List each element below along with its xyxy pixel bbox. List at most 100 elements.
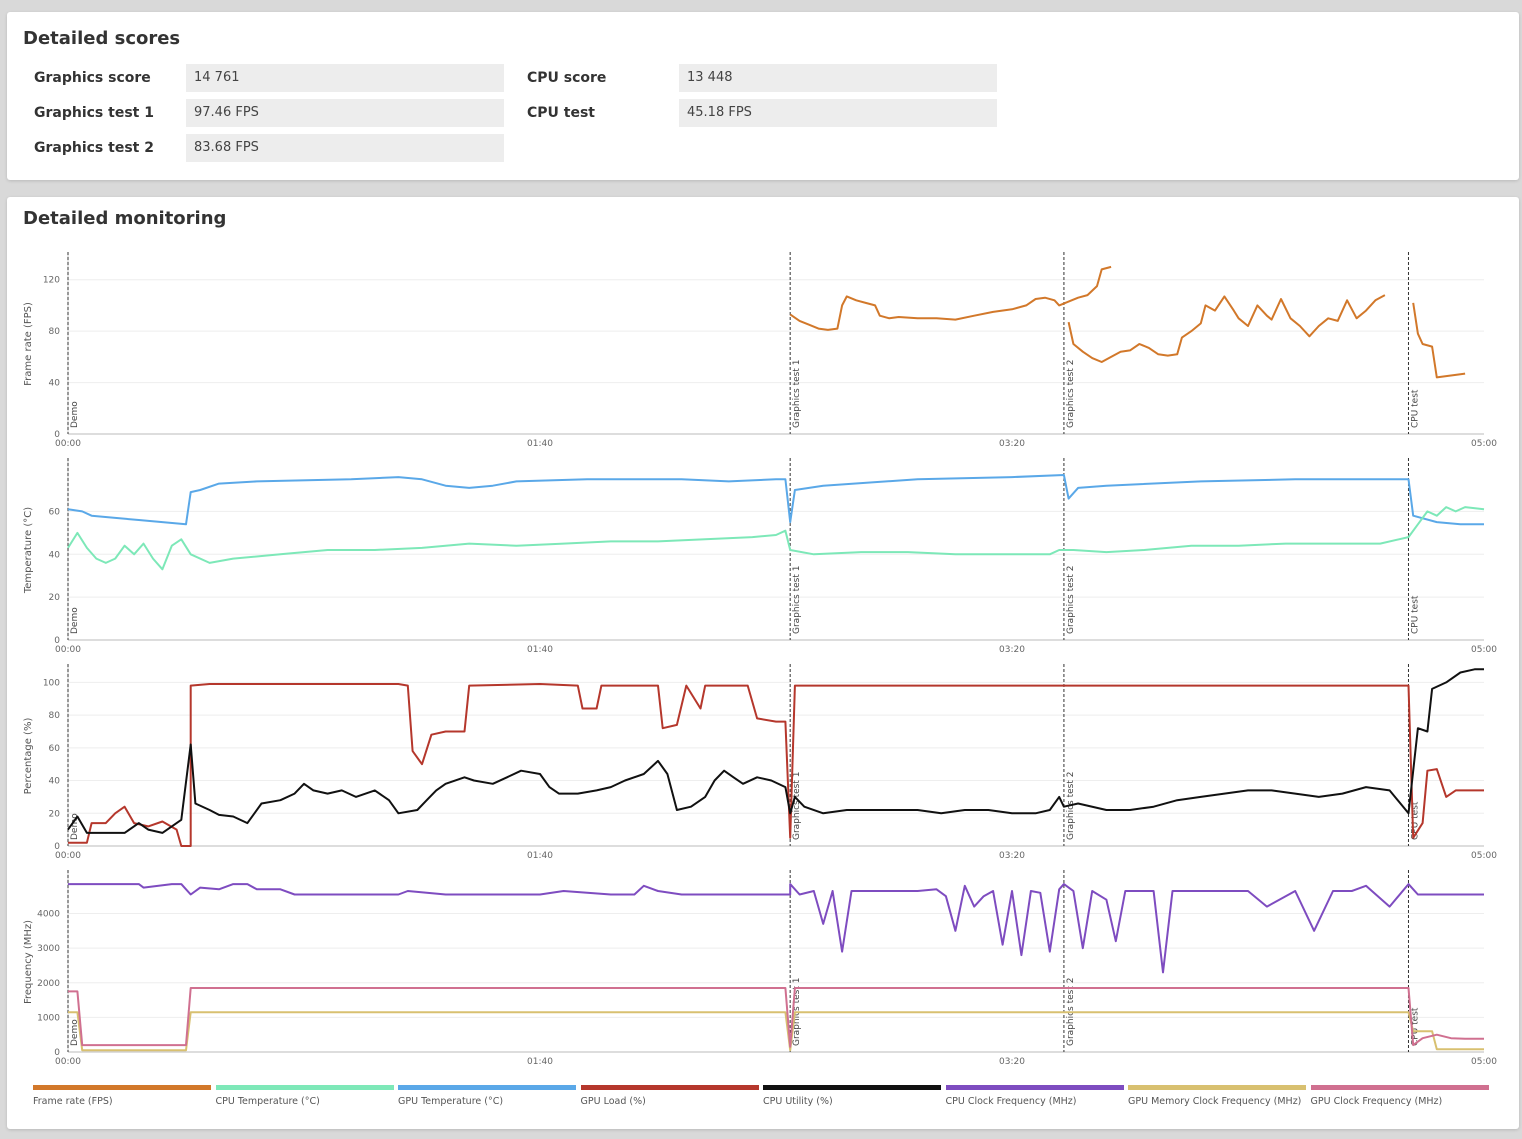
section-marker-label: Demo (70, 607, 80, 634)
legend-swatch (580, 1085, 759, 1090)
legend-label: GPU Memory Clock Frequency (MHz) (1128, 1096, 1302, 1107)
x-tick-label: 00:00 (55, 851, 81, 861)
graphics-score-value: 14 761 (186, 64, 504, 92)
y-tick-label: 80 (49, 327, 61, 337)
y-tick-label: 60 (49, 507, 61, 517)
percentage-chart: 0 20 40 60 80 100 Percentage (%) 00:00 01:40 03:2… (23, 664, 1497, 861)
x-tick-label: 05:00 (1471, 645, 1497, 655)
legend-label: GPU Clock Frequency (MHz) (1310, 1096, 1443, 1107)
legend-swatch (1310, 1085, 1489, 1090)
y-tick-label: 3000 (37, 944, 60, 954)
series-line (68, 987, 1484, 1048)
section-marker-label: Demo (70, 1019, 80, 1046)
detailed-scores-panel: Detailed scores Graphics score 14 761 Gr… (7, 12, 1519, 180)
y-tick-label: 0 (54, 842, 60, 852)
series-line (67, 668, 1484, 834)
legend-label: CPU Temperature (°C) (215, 1096, 320, 1107)
cpu-test-value: 45.18 FPS (679, 99, 997, 127)
section-marker-label: Graphics test 1 (792, 772, 802, 840)
series-line (67, 506, 1485, 571)
x-tick-label: 00:00 (55, 439, 81, 449)
detailed-monitoring-panel: Detailed monitoring 0 40 80 120 Frame rate (… (7, 197, 1519, 1129)
x-tick-label: 00:00 (55, 645, 81, 655)
section-marker-label: Demo (70, 813, 80, 840)
y-axis-label: Temperature (°C) (23, 507, 34, 594)
x-tick-label: 01:40 (527, 1057, 553, 1067)
y-tick-label: 1000 (37, 1013, 60, 1023)
y-tick-label: 60 (49, 744, 61, 754)
legend-swatch (945, 1085, 1124, 1090)
cpu-score-label: CPU score (527, 70, 607, 86)
y-axis-label: Percentage (%) (23, 718, 34, 795)
legend-swatch (215, 1085, 394, 1090)
legend-item[interactable]: GPU Load (%) (580, 1085, 759, 1115)
y-tick-label: 120 (43, 276, 60, 286)
series-line (1412, 302, 1466, 379)
cpu-test-label: CPU test (527, 105, 595, 121)
series-line (67, 474, 1484, 526)
section-marker-label: CPU test (1410, 595, 1420, 634)
section-marker-label: CPU test (1410, 801, 1420, 840)
monitoring-title: Detailed monitoring (23, 208, 227, 229)
section-marker-label: CPU test (1410, 389, 1420, 428)
legend-item[interactable]: GPU Memory Clock Frequency (MHz) (1128, 1085, 1306, 1115)
x-tick-label: 01:40 (527, 645, 553, 655)
graphics-test-2-label: Graphics test 2 (34, 140, 154, 156)
y-tick-label: 40 (49, 777, 61, 787)
y-tick-label: 80 (49, 711, 61, 721)
legend-item[interactable]: CPU Clock Frequency (MHz) (945, 1085, 1124, 1115)
section-marker-label: Graphics test 2 (1066, 566, 1076, 634)
y-axis-label: Frequency (MHz) (23, 920, 34, 1004)
section-marker-label: Demo (70, 401, 80, 428)
series-line (68, 683, 1484, 847)
x-tick-label: 05:00 (1471, 1057, 1497, 1067)
series-line (68, 883, 1484, 974)
x-tick-label: 05:00 (1471, 851, 1497, 861)
y-tick-label: 4000 (37, 910, 60, 920)
legend-swatch (1128, 1085, 1306, 1090)
series-line (1067, 294, 1386, 363)
graphics-score-label: Graphics score (34, 70, 151, 86)
series-line (68, 1011, 1484, 1052)
legend-swatch (33, 1085, 211, 1090)
section-marker-label: Graphics test 2 (1066, 360, 1076, 428)
legend-label: CPU Utility (%) (763, 1096, 833, 1107)
section-marker-label: Graphics test 1 (792, 360, 802, 428)
legend-swatch (763, 1085, 941, 1090)
legend-label: CPU Clock Frequency (MHz) (945, 1096, 1077, 1107)
scores-title: Detailed scores (23, 28, 181, 49)
legend-item[interactable]: GPU Clock Frequency (MHz) (1310, 1085, 1489, 1115)
x-tick-label: 03:20 (999, 1057, 1025, 1067)
x-tick-label: 03:20 (999, 439, 1025, 449)
legend-item[interactable]: CPU Utility (%) (763, 1085, 941, 1115)
legend-item[interactable]: CPU Temperature (°C) (215, 1085, 394, 1115)
graphics-test-1-label: Graphics test 1 (34, 105, 154, 121)
legend-item[interactable]: GPU Temperature (°C) (398, 1085, 576, 1115)
section-marker-label: CPU test (1410, 1007, 1420, 1046)
y-tick-label: 20 (49, 593, 61, 603)
y-axis-label: Frame rate (FPS) (23, 302, 34, 386)
section-marker-label: Graphics test 1 (792, 566, 802, 634)
x-tick-label: 03:20 (999, 645, 1025, 655)
y-tick-label: 20 (49, 809, 61, 819)
legend-item[interactable]: Frame rate (FPS) (33, 1085, 211, 1115)
y-tick-label: 40 (49, 379, 61, 389)
y-tick-label: 100 (43, 678, 60, 688)
legend-label: Frame rate (FPS) (33, 1096, 113, 1107)
series-line (789, 265, 1112, 331)
temperature-chart: 0 20 40 60 Temperature (°C) 00:00 01:40 03:20 05… (23, 458, 1497, 655)
y-tick-label: 0 (54, 1048, 60, 1058)
x-tick-label: 05:00 (1471, 439, 1497, 449)
graphics-test-2-value: 83.68 FPS (186, 134, 504, 162)
graphics-test-1-value: 97.46 FPS (186, 99, 504, 127)
y-tick-label: 2000 (37, 979, 60, 989)
x-tick-label: 03:20 (999, 851, 1025, 861)
legend-label: GPU Load (%) (580, 1096, 646, 1107)
x-tick-label: 00:00 (55, 1057, 81, 1067)
legend-swatch (398, 1085, 576, 1090)
y-tick-label: 0 (54, 636, 60, 646)
x-tick-label: 01:40 (527, 851, 553, 861)
y-tick-label: 40 (49, 550, 61, 560)
